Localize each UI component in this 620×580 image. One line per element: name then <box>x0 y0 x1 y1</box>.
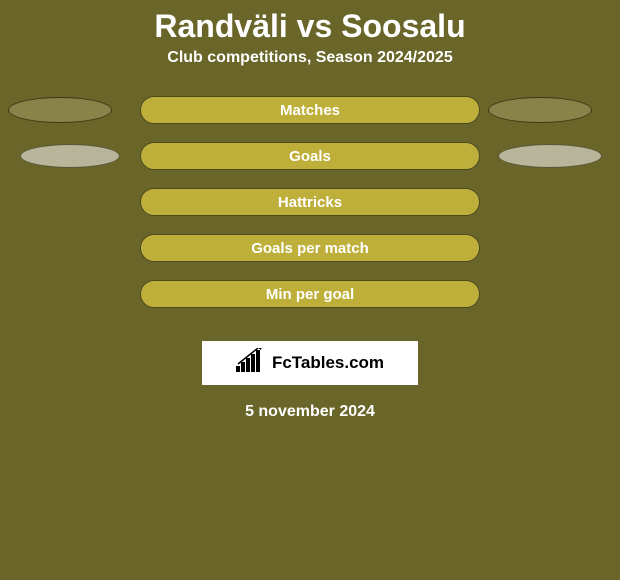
chart-row: Goals <box>0 133 620 179</box>
footer-date: 5 november 2024 <box>0 403 620 421</box>
chart-row: Matches <box>0 87 620 133</box>
subtitle: Club competitions, Season 2024/2025 <box>0 49 620 87</box>
bar-chart-icon <box>236 348 266 379</box>
stat-bar: Hattricks <box>140 188 480 216</box>
chart-row: Goals per match <box>0 225 620 271</box>
chart-row: Min per goal <box>0 271 620 317</box>
stat-label: Hattricks <box>278 194 342 211</box>
right-value-bubble <box>498 144 602 168</box>
stat-bar: Goals per match <box>140 234 480 262</box>
logo-text: FcTables.com <box>272 353 384 373</box>
chart-container: Randväli vs Soosalu Club competitions, S… <box>0 0 620 580</box>
stat-label: Min per goal <box>266 286 354 303</box>
chart-row: Hattricks <box>0 179 620 225</box>
stat-bar: Min per goal <box>140 280 480 308</box>
left-value-bubble <box>8 97 112 123</box>
stat-label: Goals <box>289 148 331 165</box>
stat-bar: Matches <box>140 96 480 124</box>
right-value-bubble <box>488 97 592 123</box>
page-title: Randväli vs Soosalu <box>0 0 620 49</box>
chart-rows: Matches Goals Hattricks Goals per match Min … <box>0 87 620 317</box>
logo-box: FcTables.com <box>202 341 418 385</box>
stat-bar: Goals <box>140 142 480 170</box>
left-value-bubble <box>20 144 120 168</box>
stat-label: Goals per match <box>251 240 369 257</box>
stat-label: Matches <box>280 102 340 119</box>
